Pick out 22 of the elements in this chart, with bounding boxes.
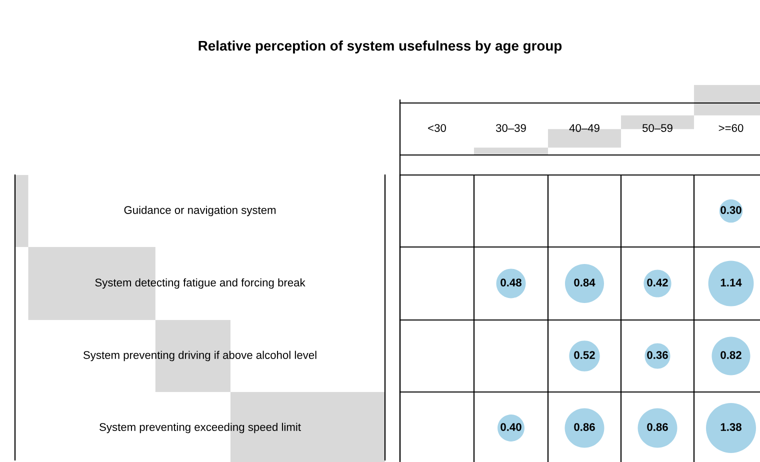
x-tick-label: 30–39 — [496, 124, 526, 132]
data-label: 0.52 — [574, 351, 595, 359]
data-label: 1.38 — [720, 423, 742, 431]
data-label: 0.82 — [720, 351, 742, 359]
data-label: 0.42 — [647, 278, 668, 286]
data-label: 0.30 — [720, 206, 742, 214]
x-tick-label: 40–49 — [569, 124, 600, 132]
data-label: 0.48 — [500, 278, 522, 286]
data-label: 0.86 — [647, 423, 668, 431]
x-tick-label: <30 — [428, 124, 446, 132]
x-tick-label: 50–59 — [642, 124, 672, 132]
data-label: 0.40 — [500, 423, 522, 431]
data-label: 0.84 — [574, 278, 596, 286]
data-label: 0.36 — [647, 351, 668, 359]
y-tick-label: Guidance or navigation system — [124, 206, 276, 216]
data-label: 1.14 — [720, 278, 742, 286]
y-tick-label: System preventing driving if above alcohol level — [83, 350, 316, 362]
x-tick-label: >=60 — [718, 124, 744, 132]
chart-title: Relative perception of system usefulness by age group — [198, 40, 562, 54]
y-tick-label: System detecting fatigue and forcing break — [95, 278, 306, 289]
data-label: 0.86 — [574, 423, 595, 431]
y-tick-label: System preventing exceeding speed limit — [100, 422, 301, 434]
